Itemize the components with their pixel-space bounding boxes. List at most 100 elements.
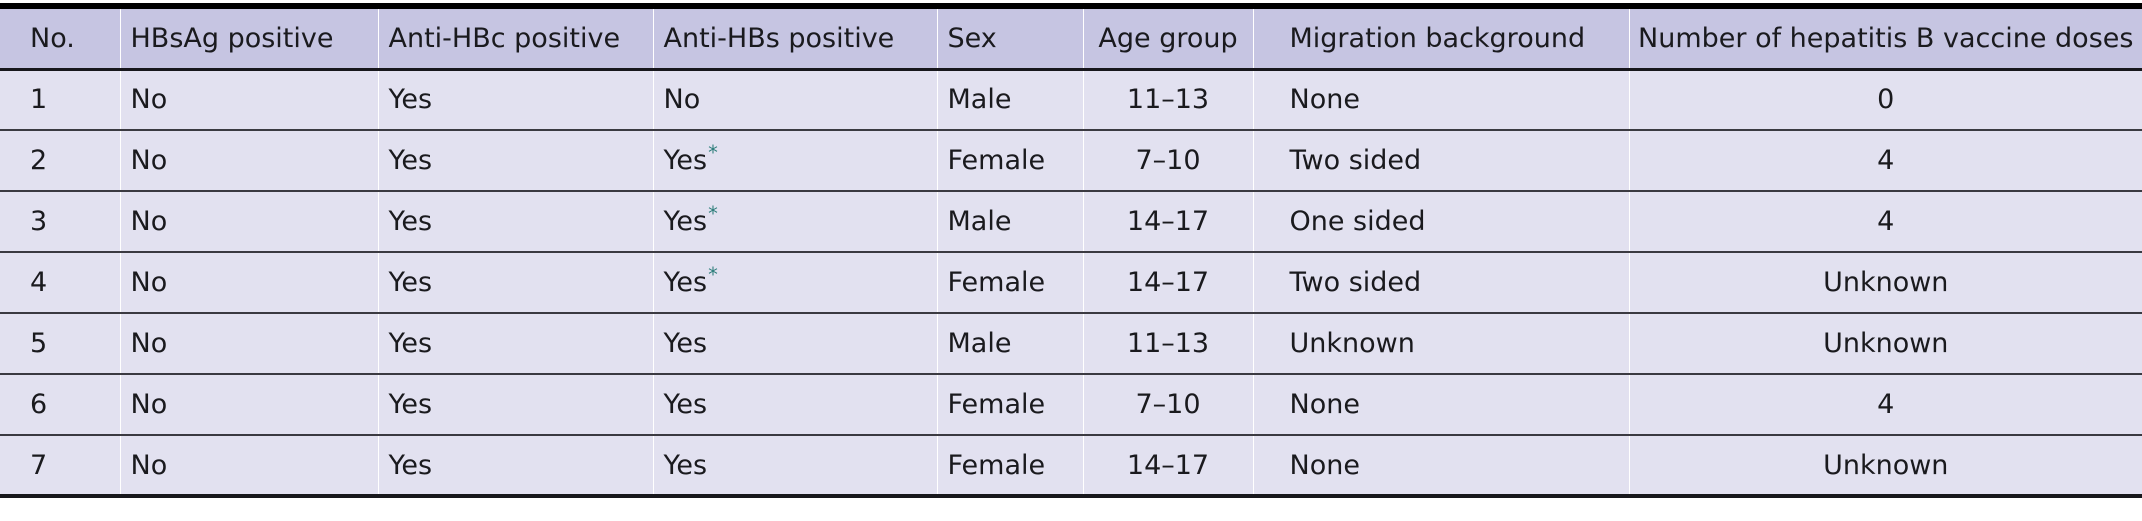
table-row: 4 No Yes Yes* Female 14–17 Two sided Unknown xyxy=(0,251,2142,313)
cell-anti_hbc: Yes xyxy=(377,434,653,496)
cell-migration: None xyxy=(1252,69,1629,130)
cell-value: No xyxy=(130,449,168,481)
cell-sex: Female xyxy=(936,373,1083,435)
cell-anti_hbc: Yes xyxy=(377,251,653,313)
cell-value: 4 xyxy=(1877,389,1895,420)
col-header-hbsag: HBsAg positive xyxy=(119,6,378,71)
cell-value: 14–17 xyxy=(1126,267,1210,298)
cell-sex: Female xyxy=(936,434,1083,496)
cell-migration: One sided xyxy=(1252,190,1629,252)
cell-value: 4 xyxy=(30,267,48,298)
col-header-migration: Migration background xyxy=(1252,6,1629,71)
cell-age_group: 14–17 xyxy=(1082,434,1253,496)
table-row: 7 No Yes Yes Female 14–17 None Unknown xyxy=(0,434,2142,496)
cell-value: Yes xyxy=(388,267,433,298)
cell-value: 7–10 xyxy=(1135,145,1201,176)
col-header-sex: Sex xyxy=(936,6,1083,71)
cell-anti_hbc: Yes xyxy=(377,373,653,435)
cell-value: No xyxy=(130,206,168,237)
cell-value: None xyxy=(1289,84,1360,116)
header-row: No. HBsAg positive Anti-HBc positive Anti-H… xyxy=(0,6,2142,71)
cell-no: 1 xyxy=(0,69,120,130)
cell-value: Yes xyxy=(663,328,708,359)
cell-value: Yes xyxy=(663,145,708,176)
cell-hbsag: No xyxy=(119,373,378,435)
cell-value: Yes xyxy=(663,449,708,481)
table-row: 3 No Yes Yes* Male 14–17 One sided 4 xyxy=(0,190,2142,252)
footnote-asterisk: * xyxy=(708,202,718,225)
cell-age_group: 7–10 xyxy=(1082,129,1253,191)
cell-value: Unknown xyxy=(1823,328,1949,359)
cell-hbsag: No xyxy=(119,190,378,252)
cell-migration: None xyxy=(1252,434,1629,496)
cell-value: No xyxy=(130,389,168,420)
cell-value: Unknown xyxy=(1823,267,1949,298)
cell-value: 2 xyxy=(30,145,48,176)
cell-no: 3 xyxy=(0,190,120,252)
cell-migration: Unknown xyxy=(1252,312,1629,374)
cell-value: 4 xyxy=(1877,145,1895,176)
cell-value: Unknown xyxy=(1823,449,1949,481)
cell-no: 2 xyxy=(0,129,120,191)
cell-doses: 0 xyxy=(1628,69,2142,130)
col-header-anti_hbc: Anti-HBc positive xyxy=(377,6,653,71)
cell-value: Yes xyxy=(388,206,433,237)
cell-no: 4 xyxy=(0,251,120,313)
cell-value: One sided xyxy=(1289,206,1426,237)
cell-value: Female xyxy=(947,449,1046,481)
cell-hbsag: No xyxy=(119,251,378,313)
cell-age_group: 11–13 xyxy=(1082,69,1253,130)
cell-value: No xyxy=(663,84,701,116)
cell-sex: Male xyxy=(936,190,1083,252)
cell-value: Two sided xyxy=(1289,267,1422,298)
cell-age_group: 14–17 xyxy=(1082,251,1253,313)
cell-value: Yes xyxy=(388,145,433,176)
participants-serology-table: No. HBsAg positive Anti-HBc positive Anti-H… xyxy=(0,3,2142,498)
cell-value: None xyxy=(1289,389,1360,420)
cell-value: No xyxy=(130,145,168,176)
cell-value: 14–17 xyxy=(1126,206,1210,237)
cell-value: Male xyxy=(947,328,1012,359)
cell-value: Male xyxy=(947,206,1012,237)
cell-value: Unknown xyxy=(1289,328,1415,359)
cell-anti_hbc: Yes xyxy=(377,190,653,252)
cell-doses: 4 xyxy=(1628,129,2142,191)
cell-value: No xyxy=(130,84,168,116)
cell-doses: 4 xyxy=(1628,190,2142,252)
cell-value: Yes xyxy=(663,206,708,237)
cell-value: Yes xyxy=(388,84,433,116)
cell-anti_hbc: Yes xyxy=(377,69,653,130)
cell-value: Male xyxy=(947,84,1012,116)
cell-anti_hbs: Yes* xyxy=(652,251,937,313)
cell-value: 0 xyxy=(1877,84,1895,116)
cell-doses: Unknown xyxy=(1628,312,2142,374)
cell-value: Yes xyxy=(663,267,708,298)
cell-value: 5 xyxy=(30,328,48,359)
cell-hbsag: No xyxy=(119,69,378,130)
cell-value: 7–10 xyxy=(1135,389,1201,420)
cell-hbsag: No xyxy=(119,434,378,496)
cell-no: 5 xyxy=(0,312,120,374)
cell-value: Yes xyxy=(663,389,708,420)
cell-age_group: 14–17 xyxy=(1082,190,1253,252)
cell-value: 6 xyxy=(30,389,48,420)
cell-value: No xyxy=(130,328,168,359)
col-header-anti_hbs: Anti-HBs positive xyxy=(652,6,937,71)
cell-value: 14–17 xyxy=(1126,449,1210,481)
cell-value: 7 xyxy=(30,449,48,481)
col-header-doses: Number of hepatitis B vaccine doses xyxy=(1628,6,2142,71)
cell-no: 6 xyxy=(0,373,120,435)
cell-value: Yes xyxy=(388,449,433,481)
cell-hbsag: No xyxy=(119,129,378,191)
table-wrapper: No. HBsAg positive Anti-HBc positive Anti-H… xyxy=(0,3,2142,498)
cell-doses: Unknown xyxy=(1628,434,2142,496)
cell-value: No xyxy=(130,267,168,298)
cell-anti_hbs: Yes* xyxy=(652,129,937,191)
cell-age_group: 7–10 xyxy=(1082,373,1253,435)
cell-value: Yes xyxy=(388,389,433,420)
cell-value: 4 xyxy=(1877,206,1895,237)
cell-value: Two sided xyxy=(1289,145,1422,176)
cell-migration: None xyxy=(1252,373,1629,435)
cell-doses: Unknown xyxy=(1628,251,2142,313)
cell-anti_hbc: Yes xyxy=(377,129,653,191)
